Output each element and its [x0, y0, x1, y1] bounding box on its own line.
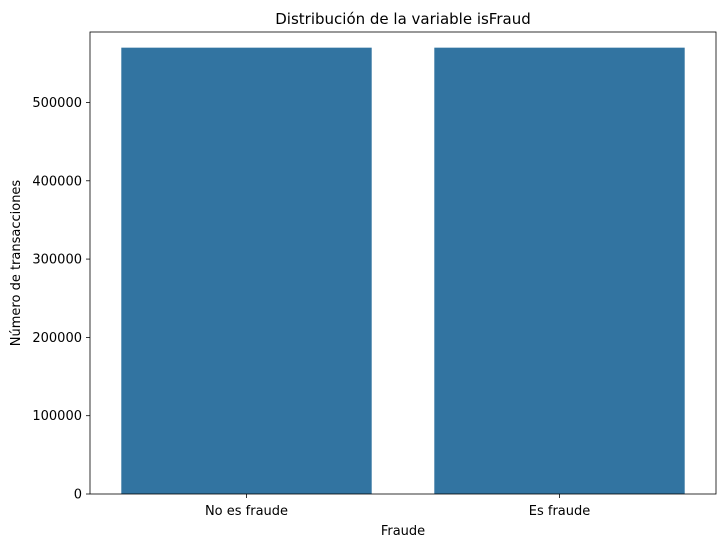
x-tick-label: Es fraude [529, 504, 591, 519]
chart-title: Distribución de la variable isFraud [275, 10, 530, 28]
x-axis-label: Fraude [381, 524, 425, 539]
bar [121, 47, 372, 495]
bars-layer [121, 47, 685, 495]
y-tick-label: 300000 [32, 253, 82, 268]
x-tick-label: No es fraude [205, 504, 288, 519]
y-tick-label: 400000 [32, 174, 82, 189]
y-axis-ticks: 0 100000 200000 300000 400000 500000 [32, 96, 90, 503]
x-axis-ticks: No es fraude Es fraude [205, 494, 590, 519]
bar [434, 47, 685, 495]
plot-frame [89, 31, 717, 495]
y-tick-label: 500000 [32, 96, 82, 111]
y-tick-label: 0 [74, 488, 82, 503]
y-tick-label: 100000 [32, 409, 82, 424]
y-axis-label: Número de transacciones [9, 180, 24, 347]
y-tick-label: 200000 [32, 331, 82, 346]
